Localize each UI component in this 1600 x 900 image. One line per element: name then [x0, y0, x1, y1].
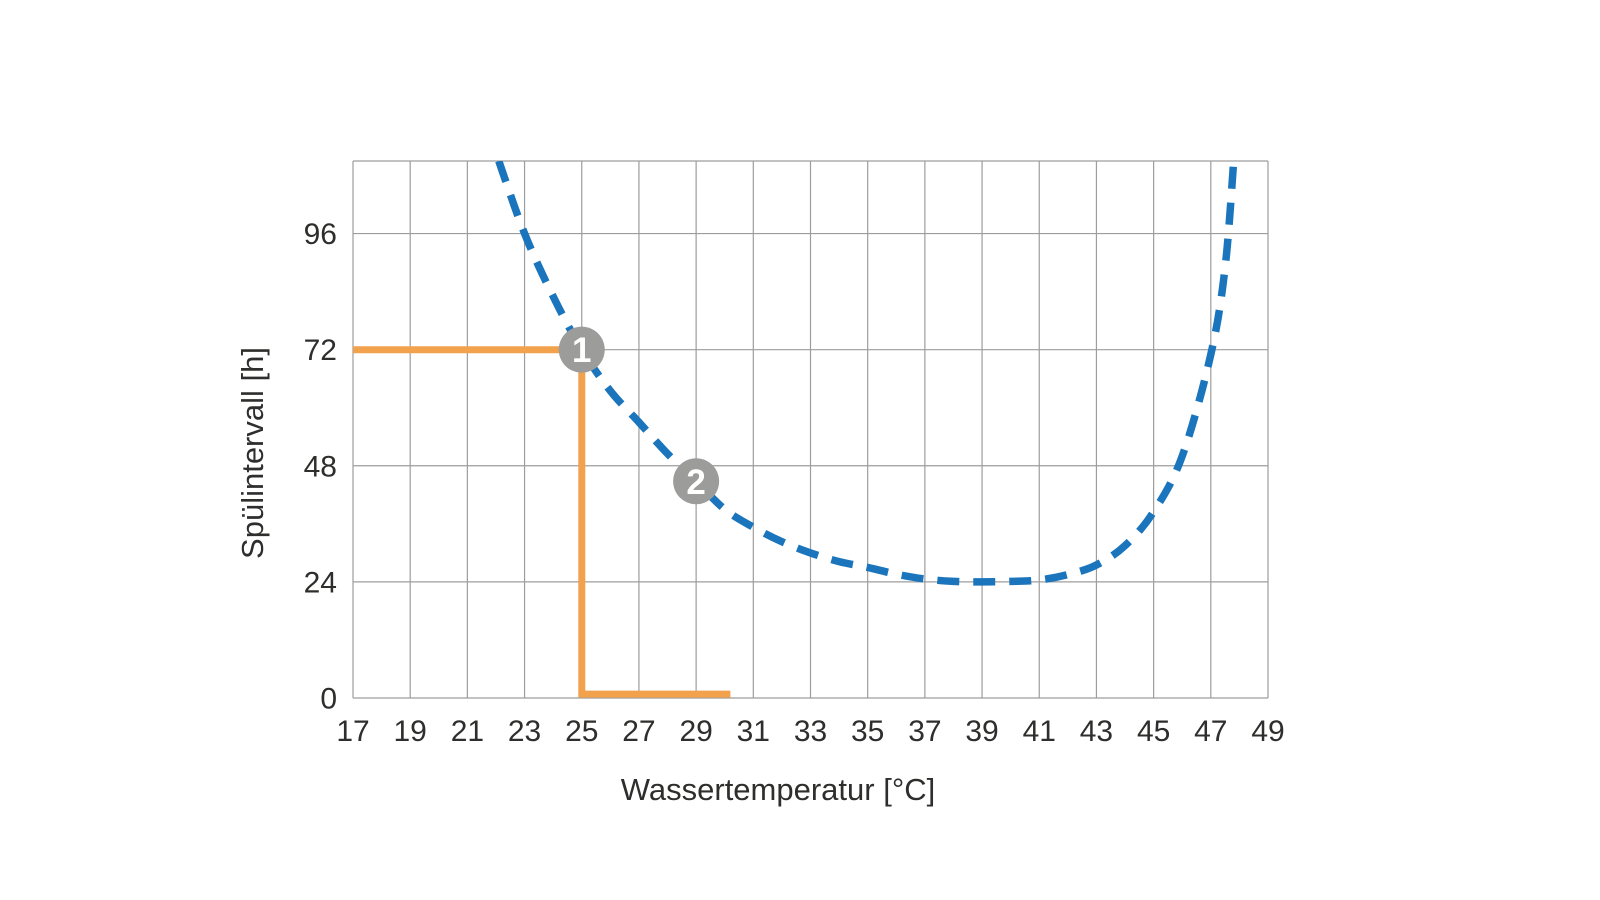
x-tick-label: 37 [908, 715, 941, 748]
guide-line-layer [353, 346, 731, 698]
x-tick-label: 21 [451, 715, 484, 748]
x-tick-label: 25 [565, 715, 598, 748]
y-axis-tick-labels: 0 24 48 72 96 [304, 218, 337, 715]
x-tick-label: 39 [965, 715, 998, 748]
curve-layer [495, 161, 1238, 586]
y-tick-label: 24 [304, 566, 337, 599]
x-tick-label: 19 [394, 715, 427, 748]
grid-lines [352, 160, 1269, 699]
reading-guide-line [353, 346, 731, 698]
x-axis-title: Wassertemperatur [°C] [621, 772, 935, 807]
x-tick-label: 33 [794, 715, 827, 748]
x-axis-tick-labels: 17 19 21 23 25 27 29 31 33 35 37 39 41 43 45 47 49 [336, 715, 1284, 748]
x-tick-label: 45 [1137, 715, 1170, 748]
x-tick-label: 29 [679, 715, 712, 748]
y-tick-label: 72 [304, 334, 337, 367]
x-tick-label: 49 [1251, 715, 1284, 748]
x-tick-label: 23 [508, 715, 541, 748]
marker-number-2: 2 [686, 463, 705, 502]
marker-circle-2 [673, 458, 720, 505]
y-tick-label: 0 [320, 683, 337, 716]
x-tick-label: 31 [737, 715, 770, 748]
x-tick-label: 47 [1194, 715, 1227, 748]
x-tick-label: 35 [851, 715, 884, 748]
y-tick-label: 96 [304, 218, 337, 251]
y-tick-label: 48 [304, 450, 337, 483]
x-tick-label: 43 [1080, 715, 1113, 748]
temperature-interval-curve [495, 161, 1238, 586]
x-tick-label: 27 [622, 715, 655, 748]
marker-number-1: 1 [572, 331, 591, 370]
point-markers: 12 [558, 326, 720, 505]
y-axis-title: Spülintervall [h] [235, 347, 270, 559]
x-tick-label: 17 [336, 715, 369, 748]
x-tick-label: 41 [1023, 715, 1056, 748]
marker-circle-1 [558, 326, 605, 373]
